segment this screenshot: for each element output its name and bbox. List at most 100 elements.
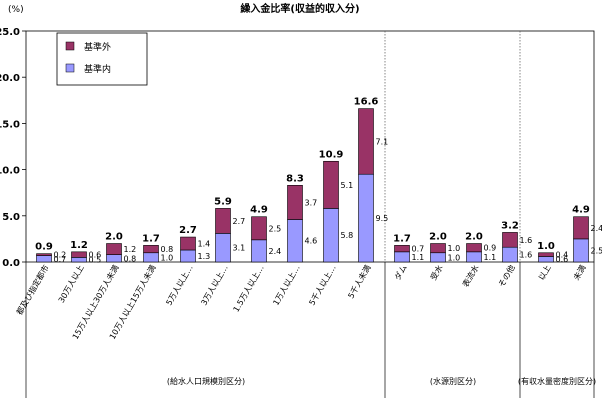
bars — [36, 108, 589, 263]
value-label-kijungai: 2.5 — [269, 224, 282, 233]
total-label: 10.9 — [319, 149, 344, 160]
x-tick-label: 5万人以上… — [164, 264, 194, 308]
group-label: (水源別区分) — [430, 376, 476, 386]
y-tick-label: 5.0 — [2, 212, 20, 223]
value-label-kijunnai: 1.0 — [161, 253, 174, 262]
value-label-kijungai: 1.0 — [448, 244, 461, 253]
value-label-kijunnai: 5.8 — [341, 231, 354, 240]
value-label-kijunnai: 2.4 — [269, 247, 282, 256]
value-label-kijungai: 2.4 — [591, 224, 602, 233]
value-label-kijunnai: 0.5 — [89, 256, 102, 265]
y-tick-label: 15.0 — [0, 119, 20, 130]
total-label: 16.6 — [354, 97, 379, 108]
x-tick-label: 都及び指定都市 — [14, 263, 51, 316]
value-label-kijungai: 1.2 — [124, 245, 137, 254]
bar-kijungai — [538, 252, 554, 257]
bar-kijungai — [215, 208, 231, 234]
bar-kijunnai — [538, 256, 554, 263]
value-label-kijunnai: 1.0 — [448, 253, 461, 262]
value-label-kijunnai: 1.1 — [412, 253, 425, 262]
value-label-kijungai: 5.1 — [341, 181, 354, 190]
total-label: 0.9 — [35, 242, 53, 253]
bar-kijunnai — [287, 219, 303, 263]
total-label: 5.9 — [214, 196, 232, 207]
value-label-kijunnai: 1.3 — [198, 252, 211, 261]
x-tick-label: その他 — [496, 263, 517, 289]
bar-kijungai — [466, 243, 482, 253]
y-axis-unit: (%) — [8, 5, 24, 15]
data-labels: 0.90.70.21.20.50.62.00.81.21.71.00.82.71… — [35, 97, 602, 265]
value-label-kijunnai: 0.8 — [124, 254, 137, 263]
plot-frame — [25, 30, 595, 263]
value-label-kijungai: 0.7 — [412, 245, 425, 254]
bar-kijungai — [323, 160, 339, 209]
value-label-kijungai: 0.9 — [484, 244, 497, 253]
value-label-kijunnai: 1.6 — [520, 251, 533, 260]
bar-kijunnai — [394, 251, 410, 263]
value-label-kijungai: 3.7 — [305, 198, 318, 207]
total-label: 1.2 — [70, 240, 88, 251]
group-label: (給水人口規模別区分) — [167, 376, 245, 386]
bar-kijunnai — [430, 252, 446, 263]
bar-kijungai — [143, 245, 159, 254]
value-label-kijungai: 2.7 — [233, 217, 246, 226]
bar-kijunnai — [106, 254, 122, 263]
total-label: 3.2 — [501, 220, 519, 231]
value-label-kijungai: 0.8 — [161, 245, 174, 254]
bar-kijunnai — [36, 255, 52, 263]
bar-kijunnai — [71, 257, 87, 263]
legend: 基準外 基準内 — [56, 32, 148, 86]
bar-kijungai — [287, 185, 303, 220]
legend-swatch-kijunnai — [65, 63, 75, 73]
value-label-kijungai: 1.6 — [520, 236, 533, 245]
bar-kijunnai — [573, 238, 589, 263]
y-tick-label: 10.0 — [0, 166, 20, 177]
x-tick-label: 30万人以上 — [57, 264, 86, 305]
value-label-kijunnai: 9.5 — [376, 214, 389, 223]
value-label-kijungai: 7.1 — [376, 137, 389, 146]
group-labels: (給水人口規模別区分) (水源別区分) (有収水量密度別区分) — [167, 376, 596, 386]
bar-kijunnai — [143, 252, 159, 263]
x-tick-label: 表流水 — [460, 263, 481, 289]
value-label-kijunnai: 1.1 — [484, 253, 497, 262]
x-tick-label: 未満 — [571, 263, 588, 282]
value-label-kijunnai: 2.5 — [591, 246, 602, 255]
value-label-kijungai: 1.4 — [198, 240, 211, 249]
legend-label-kijunnai: 基準内 — [84, 63, 111, 75]
total-label: 4.9 — [572, 205, 590, 216]
bar-kijungai — [394, 245, 410, 253]
total-label: 8.3 — [286, 173, 304, 184]
bar-kijunnai — [502, 246, 518, 263]
bar-kijunnai — [466, 251, 482, 263]
total-label: 2.0 — [429, 232, 447, 243]
total-label: 1.7 — [393, 233, 411, 244]
chart-title: 繰入金比率(収益的収入分) — [240, 2, 359, 15]
legend-box — [56, 32, 148, 86]
y-tick-label: 25.0 — [0, 27, 20, 38]
x-tick-label: 5千人未満 — [346, 263, 373, 300]
bar-kijunnai — [215, 233, 231, 263]
total-label: 2.7 — [179, 225, 197, 236]
x-tick-label: 1.5万人以上… — [232, 264, 266, 314]
x-tick-label: 以上 — [537, 264, 553, 282]
bar-kijungai — [106, 243, 122, 255]
y-tick-label: 0.0 — [2, 258, 20, 269]
bar-kijungai — [430, 243, 446, 254]
bar-kijunnai — [251, 239, 267, 263]
x-tick-label: ダム — [392, 263, 409, 282]
value-label-kijungai: 0.4 — [556, 251, 569, 260]
bar-kijungai — [502, 232, 518, 248]
axes: 0.0 5.0 10.0 15.0 20.0 25.0 — [0, 27, 595, 398]
total-label: 4.9 — [250, 205, 268, 216]
x-tick-label: 5千人以上… — [307, 263, 338, 307]
group-label: (有収水量密度別区分) — [518, 376, 596, 386]
legend-swatch-kijungai — [65, 41, 75, 51]
bar-kijungai — [573, 216, 589, 240]
bar-kijunnai — [323, 208, 339, 263]
value-label-kijunnai: 0.7 — [54, 255, 67, 264]
y-tick-label: 20.0 — [0, 73, 20, 84]
value-label-kijunnai: 4.6 — [305, 237, 318, 246]
total-label: 2.0 — [465, 232, 483, 243]
